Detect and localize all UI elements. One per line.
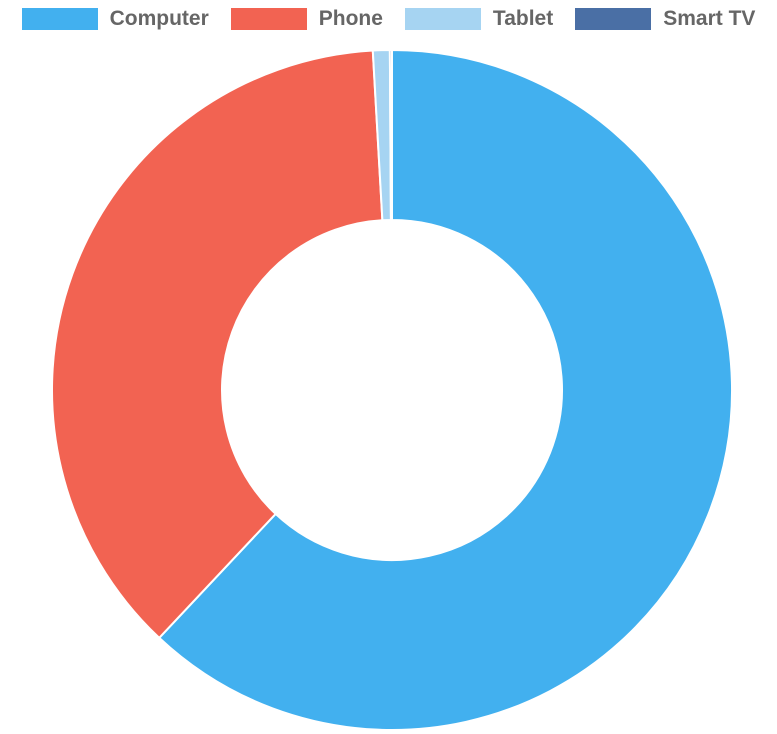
legend-item-tablet[interactable]: Tablet (404, 7, 554, 31)
legend-swatch-phone (230, 8, 307, 30)
legend-swatch-computer (21, 8, 98, 30)
slice-smart-tv[interactable] (388, 48, 393, 222)
slice-phone[interactable] (51, 49, 384, 640)
legend-label-computer: Computer (109, 7, 209, 30)
legend-item-smart-tv[interactable]: Smart TV (575, 7, 755, 31)
legend-swatch-smart-tv (575, 8, 652, 30)
legend-label-smart-tv: Smart TV (663, 7, 756, 30)
chart-legend: Computer Phone Tablet Smart TV (0, 4, 777, 34)
legend-label-tablet: Tablet (492, 7, 554, 30)
legend-item-phone[interactable]: Phone (230, 7, 383, 31)
legend-item-computer[interactable]: Computer (21, 7, 209, 31)
legend-label-phone: Phone (318, 7, 383, 30)
legend-swatch-tablet (404, 8, 481, 30)
slice-computer[interactable] (157, 48, 733, 731)
